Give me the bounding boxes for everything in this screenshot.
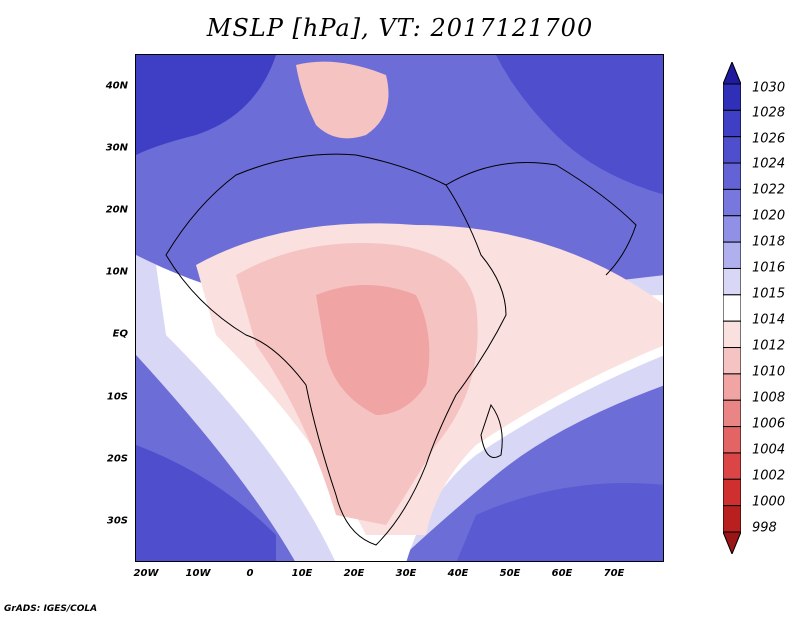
map-title: MSLP [hPa], VT: 2017121700	[206, 14, 594, 42]
lon-label-10w: 10W	[185, 568, 211, 579]
lon-label-50e: 50E	[499, 568, 521, 579]
colorbar-label-998: 998	[752, 520, 777, 536]
lat-label-20s: 20S	[106, 453, 128, 465]
lat-label-40n: 40N	[105, 80, 128, 92]
colorbar-label-1014: 1014	[752, 312, 786, 328]
lon-label-70e: 70E	[603, 568, 625, 579]
colorbar-label-1010: 1010	[752, 364, 786, 380]
colorbar-box	[723, 505, 741, 533]
colorbar-label-1024: 1024	[752, 156, 786, 172]
colorbar-box	[723, 241, 741, 269]
colorbar-top-arrow	[723, 62, 741, 85]
mslp-map	[135, 54, 664, 562]
colorbar-label-1012: 1012	[752, 338, 786, 354]
colorbar-label-1022: 1022	[752, 182, 786, 198]
colorbar-box	[723, 452, 741, 480]
colorbar-box	[723, 373, 741, 401]
lon-label-0: 0	[246, 568, 254, 579]
lon-label-40e: 40E	[447, 568, 469, 579]
colorbar-box	[723, 478, 741, 507]
lon-label-20e: 20E	[343, 568, 365, 579]
pressure-colorbar	[723, 62, 741, 554]
grads-credit: GrADS: IGES/COLA	[4, 604, 98, 614]
colorbar-label-1002: 1002	[752, 468, 786, 484]
colorbar-box	[723, 162, 741, 190]
colorbar-box	[723, 426, 741, 454]
lat-label-eq: EQ	[112, 328, 128, 340]
mslp-field	[136, 55, 663, 561]
colorbar-box	[723, 294, 741, 322]
colorbar-label-1028: 1028	[752, 105, 786, 121]
lat-label-10n: 10N	[105, 266, 128, 278]
lon-label-20w: 20W	[133, 568, 159, 579]
colorbar-box	[723, 215, 741, 243]
colorbar-label-1004: 1004	[752, 442, 786, 458]
lon-label-60e: 60E	[551, 568, 573, 579]
colorbar-box	[723, 320, 741, 349]
colorbar-bottom-arrow	[723, 531, 741, 554]
lat-label-30n: 30N	[105, 142, 128, 154]
colorbar-label-1016: 1016	[752, 260, 786, 276]
colorbar-box	[723, 188, 741, 217]
colorbar-box	[723, 267, 741, 296]
colorbar-box	[723, 347, 741, 375]
lon-label-30e: 30E	[395, 568, 417, 579]
colorbar-box	[723, 109, 741, 138]
colorbar-box	[723, 136, 741, 164]
lon-label-10e: 10E	[291, 568, 313, 579]
colorbar-label-1006: 1006	[752, 416, 786, 432]
colorbar-box	[723, 83, 741, 111]
colorbar-label-1015: 1015	[752, 286, 786, 302]
colorbar-label-1018: 1018	[752, 234, 786, 250]
colorbar-box	[723, 399, 741, 428]
colorbar-label-1020: 1020	[752, 208, 786, 224]
colorbar-label-1008: 1008	[752, 390, 786, 406]
lat-label-30s: 30S	[106, 515, 128, 527]
lat-label-10s: 10S	[106, 391, 128, 403]
colorbar-label-1000: 1000	[752, 494, 786, 510]
colorbar-label-1030: 1030	[752, 80, 786, 96]
lat-label-20n: 20N	[105, 204, 128, 216]
colorbar-label-1026: 1026	[752, 131, 786, 147]
